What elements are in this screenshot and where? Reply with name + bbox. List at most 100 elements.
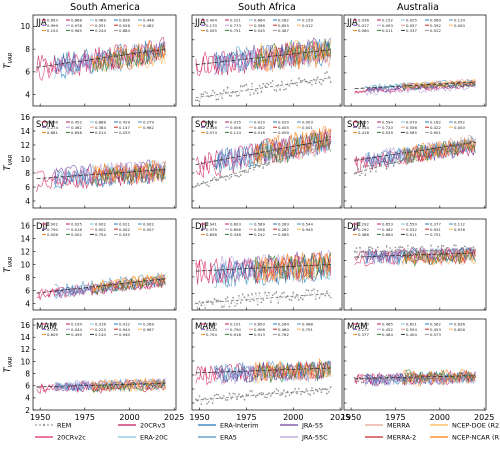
stat-value: 0.292 — [358, 222, 369, 227]
panel-frame — [32, 116, 177, 209]
season-label: MAM — [36, 322, 56, 332]
x-tick-label: 1950 — [30, 413, 50, 422]
stat-value: 0.079 — [406, 120, 417, 125]
rem-point — [243, 171, 246, 173]
rem-point — [281, 80, 283, 83]
y-tick-label: 6 — [25, 286, 30, 295]
stat-value: 0.888 — [95, 120, 106, 125]
legend: REM 20CRv2c 20CRv3 ERA-20C ERA-Interim ERA5 JR… — [35, 422, 500, 442]
rem-point — [224, 399, 227, 401]
stat-value: 0.429 — [119, 120, 130, 125]
rem-point — [362, 165, 365, 167]
rem-point — [316, 76, 319, 78]
stat-value: 0.603 — [230, 222, 241, 227]
stat-value: 0.012 — [302, 23, 313, 28]
series-cfsr-cfsv2 — [402, 250, 476, 267]
rem-point — [301, 298, 304, 301]
rem-point — [277, 160, 280, 163]
legend-label: 20CRv2c — [57, 434, 86, 442]
stat-value: 0.452 — [71, 120, 82, 125]
rem-point — [307, 289, 310, 292]
stat-value: 0.264 — [278, 322, 289, 327]
series-cfsr-cfsv2 — [91, 379, 166, 393]
stat-value: 0.462 — [71, 125, 82, 130]
stat-value: 0.462 — [143, 23, 154, 28]
y-tick-label: 14 — [20, 333, 30, 342]
rem-point — [362, 381, 365, 384]
stat-value: 0.655 — [278, 23, 289, 28]
stat-value: 0.529 — [382, 130, 393, 135]
series-group — [36, 377, 166, 394]
stat-value: 0.392 — [430, 23, 441, 28]
rem-point — [368, 165, 370, 167]
stat-value: 0.283 — [278, 222, 289, 227]
rem-point — [239, 85, 242, 87]
stat-value: 0.002 — [71, 232, 82, 237]
rem-point — [359, 246, 361, 249]
rem-point — [251, 390, 253, 392]
stat-value: 0.906 — [254, 327, 265, 332]
x-tick-label: 2025 — [164, 413, 184, 422]
season-label: SON — [347, 120, 365, 130]
series-cfsr-cfsv2 — [253, 252, 332, 281]
rem-point — [262, 82, 265, 85]
series-berkeley — [195, 49, 331, 66]
stat-value: 0.554 — [406, 327, 417, 332]
y-tick-label: 4 — [25, 197, 30, 206]
y-tick-label: 12 — [20, 247, 30, 256]
series-ncep-ncar-r1- — [253, 251, 332, 281]
y-axis-label: TVAR — [3, 256, 14, 272]
stat-value: 0.282 — [278, 18, 289, 23]
rem-point — [200, 304, 203, 307]
stat-value: 0.858 — [206, 232, 217, 237]
series-berkeley — [36, 278, 166, 294]
x-tick-label: 2000 — [430, 413, 450, 422]
series-era5 — [54, 165, 166, 189]
rem-point — [298, 77, 300, 79]
y-tick-label: 6 — [25, 68, 30, 77]
rem-point — [254, 292, 257, 295]
rem-point — [440, 245, 443, 247]
rem-trend-line — [354, 377, 476, 380]
y-tick-label: 4 — [25, 299, 30, 308]
x-tick-label: 2025 — [330, 413, 350, 422]
stat-value: 0.002 — [254, 125, 265, 130]
stat-value: 0.446 — [143, 18, 154, 23]
season-label: JJA — [346, 18, 358, 28]
series-jra-55c — [365, 84, 476, 96]
stat-value: 0.551 — [95, 23, 106, 28]
series-group — [353, 244, 477, 267]
season-label: SON — [195, 120, 213, 130]
series-berkeley — [354, 252, 476, 258]
stat-value: 0.017 — [358, 23, 369, 28]
y-tick-label: 8 — [25, 169, 30, 178]
stat-value: 0.940 — [119, 332, 130, 337]
legend-label: 20CRv3 — [140, 422, 165, 430]
stat-value: 0.621 — [406, 322, 417, 327]
stat-value: 0.664 — [382, 232, 393, 237]
stat-value: 0.999 — [47, 23, 58, 28]
stat-value: 0.154 — [47, 28, 58, 33]
series-jra-55 — [54, 159, 166, 185]
series-jra-55c — [365, 247, 476, 266]
legend-item-rem: REM — [35, 422, 71, 430]
series-ncep-doe-r2- — [253, 362, 332, 384]
stat-value: 0.826 — [454, 327, 465, 332]
stat-value: 0.720 — [382, 125, 393, 130]
y-tick-label: 8 — [25, 45, 30, 54]
stat-value: 0.114 — [230, 130, 241, 135]
stat-value: 0.002 — [47, 222, 58, 227]
stat-value: 0.292 — [358, 227, 369, 232]
series-group — [194, 125, 332, 188]
x-tick-label: 1975 — [236, 413, 256, 422]
y-tick-label: 4 — [25, 90, 30, 99]
column-title-south-america: South America — [70, 2, 140, 13]
y-tick-label: 16 — [20, 113, 30, 122]
stat-value: 0.225 — [95, 327, 106, 332]
series-berkeley — [36, 382, 166, 388]
